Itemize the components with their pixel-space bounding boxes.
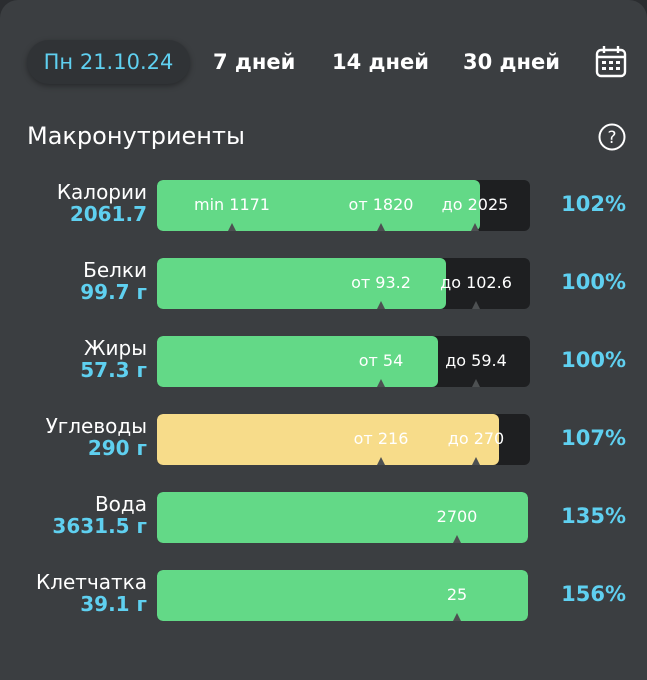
marker-tick [377,457,385,465]
nutrient-amount: 290 г [87,436,147,460]
nutrient-name: Калории [56,180,147,204]
nutrient-amount: 3631.5 г [52,514,147,538]
progress-track: 25 [157,570,528,621]
marker-label: 2700 [436,507,478,526]
progress-track: от 54 до 59.4 [157,336,530,387]
nutrient-name: Белки [83,258,147,282]
progress-track: от 216 до 270 [157,414,530,465]
marker-tick [377,301,385,309]
marker-tick [377,223,385,231]
nutrient-name: Углеводы [45,414,147,438]
nutrient-percent: 100% [561,348,626,372]
progress-fill [157,180,480,231]
marker-tick [453,613,461,621]
progress-fill [157,414,499,465]
tab-day[interactable]: Пн 21.10.24 [27,40,190,84]
progress-fill [157,258,446,309]
marker-label: до 59.4 [445,351,507,370]
marker-tick [472,457,480,465]
marker-tick [471,223,479,231]
nutrient-percent: 100% [561,270,626,294]
nutrient-name: Клетчатка [36,570,147,594]
marker-label: от 54 [358,351,404,370]
tab-14[interactable]: 14 дней [332,50,429,74]
nutrient-name: Жиры [83,336,147,360]
progress-track: 2700 [157,492,528,543]
progress-fill [157,492,528,543]
progress-fill [157,336,438,387]
nutrient-amount: 57.3 г [80,358,147,382]
marker-tick [472,301,480,309]
marker-label: от 216 [353,429,409,448]
marker-tick [453,535,461,543]
marker-tick [228,223,236,231]
marker-label: от 1820 [348,195,414,214]
marker-label: 25 [446,585,468,604]
tab-30[interactable]: 30 дней [463,50,560,74]
nutrient-amount: 99.7 г [80,280,147,304]
progress-track: min 1171 от 1820 до 2025 [157,180,530,231]
section-title: Макронутриенты [27,122,245,150]
nutrient-percent: 156% [561,582,626,606]
nutrient-percent: 135% [561,504,626,528]
nutrient-amount: 39.1 г [80,592,147,616]
nutrient-percent: 102% [561,192,626,216]
marker-label: min 1171 [194,195,270,214]
help-icon[interactable]: ? [597,122,627,152]
marker-label: до 270 [447,429,505,448]
nutrient-percent: 107% [561,426,626,450]
marker-label: до 2025 [441,195,509,214]
marker-label: до 102.6 [440,273,512,292]
tab-7[interactable]: 7 дней [213,50,296,74]
marker-tick [377,379,385,387]
marker-tick [472,379,480,387]
progress-track: от 93.2 до 102.6 [157,258,530,309]
nutrient-name: Вода [94,492,147,516]
calendar-icon[interactable] [595,45,627,79]
nutrient-amount: 2061.7 [69,202,147,226]
svg-text:?: ? [607,128,616,148]
marker-label: от 93.2 [351,273,411,292]
progress-fill [157,570,528,621]
